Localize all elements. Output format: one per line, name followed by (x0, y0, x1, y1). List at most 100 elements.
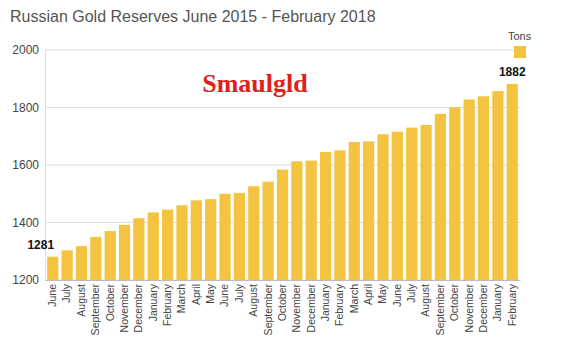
x-tick-label: May (204, 283, 216, 304)
bars (47, 84, 518, 280)
x-tick: November (290, 280, 302, 332)
bar (76, 246, 87, 280)
y-tick-label: 2000 (12, 43, 39, 57)
x-tick-label: June (46, 284, 58, 307)
x-tick-label: March (175, 284, 187, 313)
bar (334, 150, 345, 280)
x-tick: January (491, 280, 503, 321)
x-tick-label: March (348, 284, 360, 313)
x-tick-label: February (506, 283, 518, 326)
x-tick: January (147, 280, 159, 321)
x-tick: January (319, 280, 331, 321)
x-tick-label: October (276, 284, 288, 322)
y-tick: 1600 (12, 158, 45, 172)
x-tick: August (419, 280, 431, 317)
x-tick: March (348, 280, 360, 313)
grid (45, 50, 520, 280)
x-tick-label: February (333, 283, 345, 326)
x-tick: September (434, 280, 446, 335)
bar (420, 125, 431, 280)
x-tick: November (118, 280, 130, 332)
x-tick-label: November (290, 283, 302, 332)
x-tick: September (262, 280, 274, 335)
x-tick: March (175, 280, 187, 313)
x-tick-label: June (391, 284, 403, 307)
x-tick: June (46, 280, 58, 307)
bar (47, 257, 58, 280)
bar (176, 205, 187, 280)
x-tick-label: August (75, 284, 87, 317)
x-tick: December (132, 280, 144, 332)
y-tick: 1200 (12, 273, 45, 287)
bar (62, 250, 73, 280)
x-tick-label: November (463, 283, 475, 332)
x-tick: July (60, 280, 72, 303)
x-tick: August (247, 280, 259, 317)
x-tick: November (463, 280, 475, 332)
x-tick-label: October (448, 284, 460, 322)
x-tick-label: December (305, 283, 317, 332)
x-tick: July (233, 280, 245, 303)
grid-line (45, 50, 520, 51)
bar (219, 194, 230, 280)
x-tick-label: January (491, 283, 503, 321)
title: Russian Gold Reserves June 2015 - Februa… (10, 8, 376, 25)
x-tick: June (391, 280, 403, 307)
x-tick: September (89, 280, 101, 335)
x-tick: December (305, 280, 317, 332)
x-tick: October (104, 280, 116, 321)
x-tick-label: September (262, 284, 274, 336)
x-tick-label: January (147, 283, 159, 321)
legend-label: Tons (508, 30, 532, 42)
bar (90, 237, 101, 280)
x-axis: JuneJulyAugustSeptemberOctoberNovemberDe… (46, 280, 521, 335)
bar (191, 200, 202, 280)
x-tick-label: August (419, 284, 431, 317)
bar (234, 193, 245, 280)
x-tick: February (506, 280, 518, 326)
bar (435, 114, 446, 280)
x-tick-label: April (362, 284, 374, 305)
x-tick-label: August (247, 284, 259, 317)
grid-line (45, 107, 520, 108)
bar (449, 107, 460, 280)
x-tick-label: September (434, 284, 446, 336)
bar (205, 199, 216, 280)
x-tick: August (75, 280, 87, 317)
bar (349, 142, 360, 280)
x-tick-label: July (233, 283, 245, 302)
x-tick: October (276, 280, 288, 321)
x-tick: December (477, 280, 489, 332)
x-tick: July (405, 280, 417, 303)
bar (492, 91, 503, 280)
grid-line (45, 165, 520, 166)
y-tick-label: 1800 (12, 101, 39, 115)
bar (291, 161, 302, 280)
bar (377, 134, 388, 280)
bar (148, 212, 159, 280)
x-axis-line (46, 280, 521, 281)
x-tick: April (362, 280, 374, 305)
x-tick-label: July (405, 283, 417, 302)
bar (406, 128, 417, 280)
bar (507, 84, 518, 280)
logo: Smaulgld (202, 69, 308, 98)
x-tick-label: February (161, 283, 173, 326)
bar (162, 210, 173, 280)
x-tick-label: January (319, 283, 331, 321)
x-tick: May (204, 280, 216, 304)
bar (363, 141, 374, 280)
bar (119, 225, 130, 280)
legend: Tons (508, 30, 532, 58)
x-tick-label: December (477, 283, 489, 332)
data-label: 1281 (27, 238, 54, 252)
chart: Russian Gold Reserves June 2015 - Februa… (0, 0, 572, 359)
bar (277, 170, 288, 280)
x-tick: October (448, 280, 460, 321)
data-label: 1882 (499, 65, 526, 79)
x-tick-label: May (376, 283, 388, 304)
x-tick: May (376, 280, 388, 304)
y-tick-label: 1200 (12, 273, 39, 287)
bar (133, 218, 144, 280)
legend-swatch (514, 46, 526, 58)
